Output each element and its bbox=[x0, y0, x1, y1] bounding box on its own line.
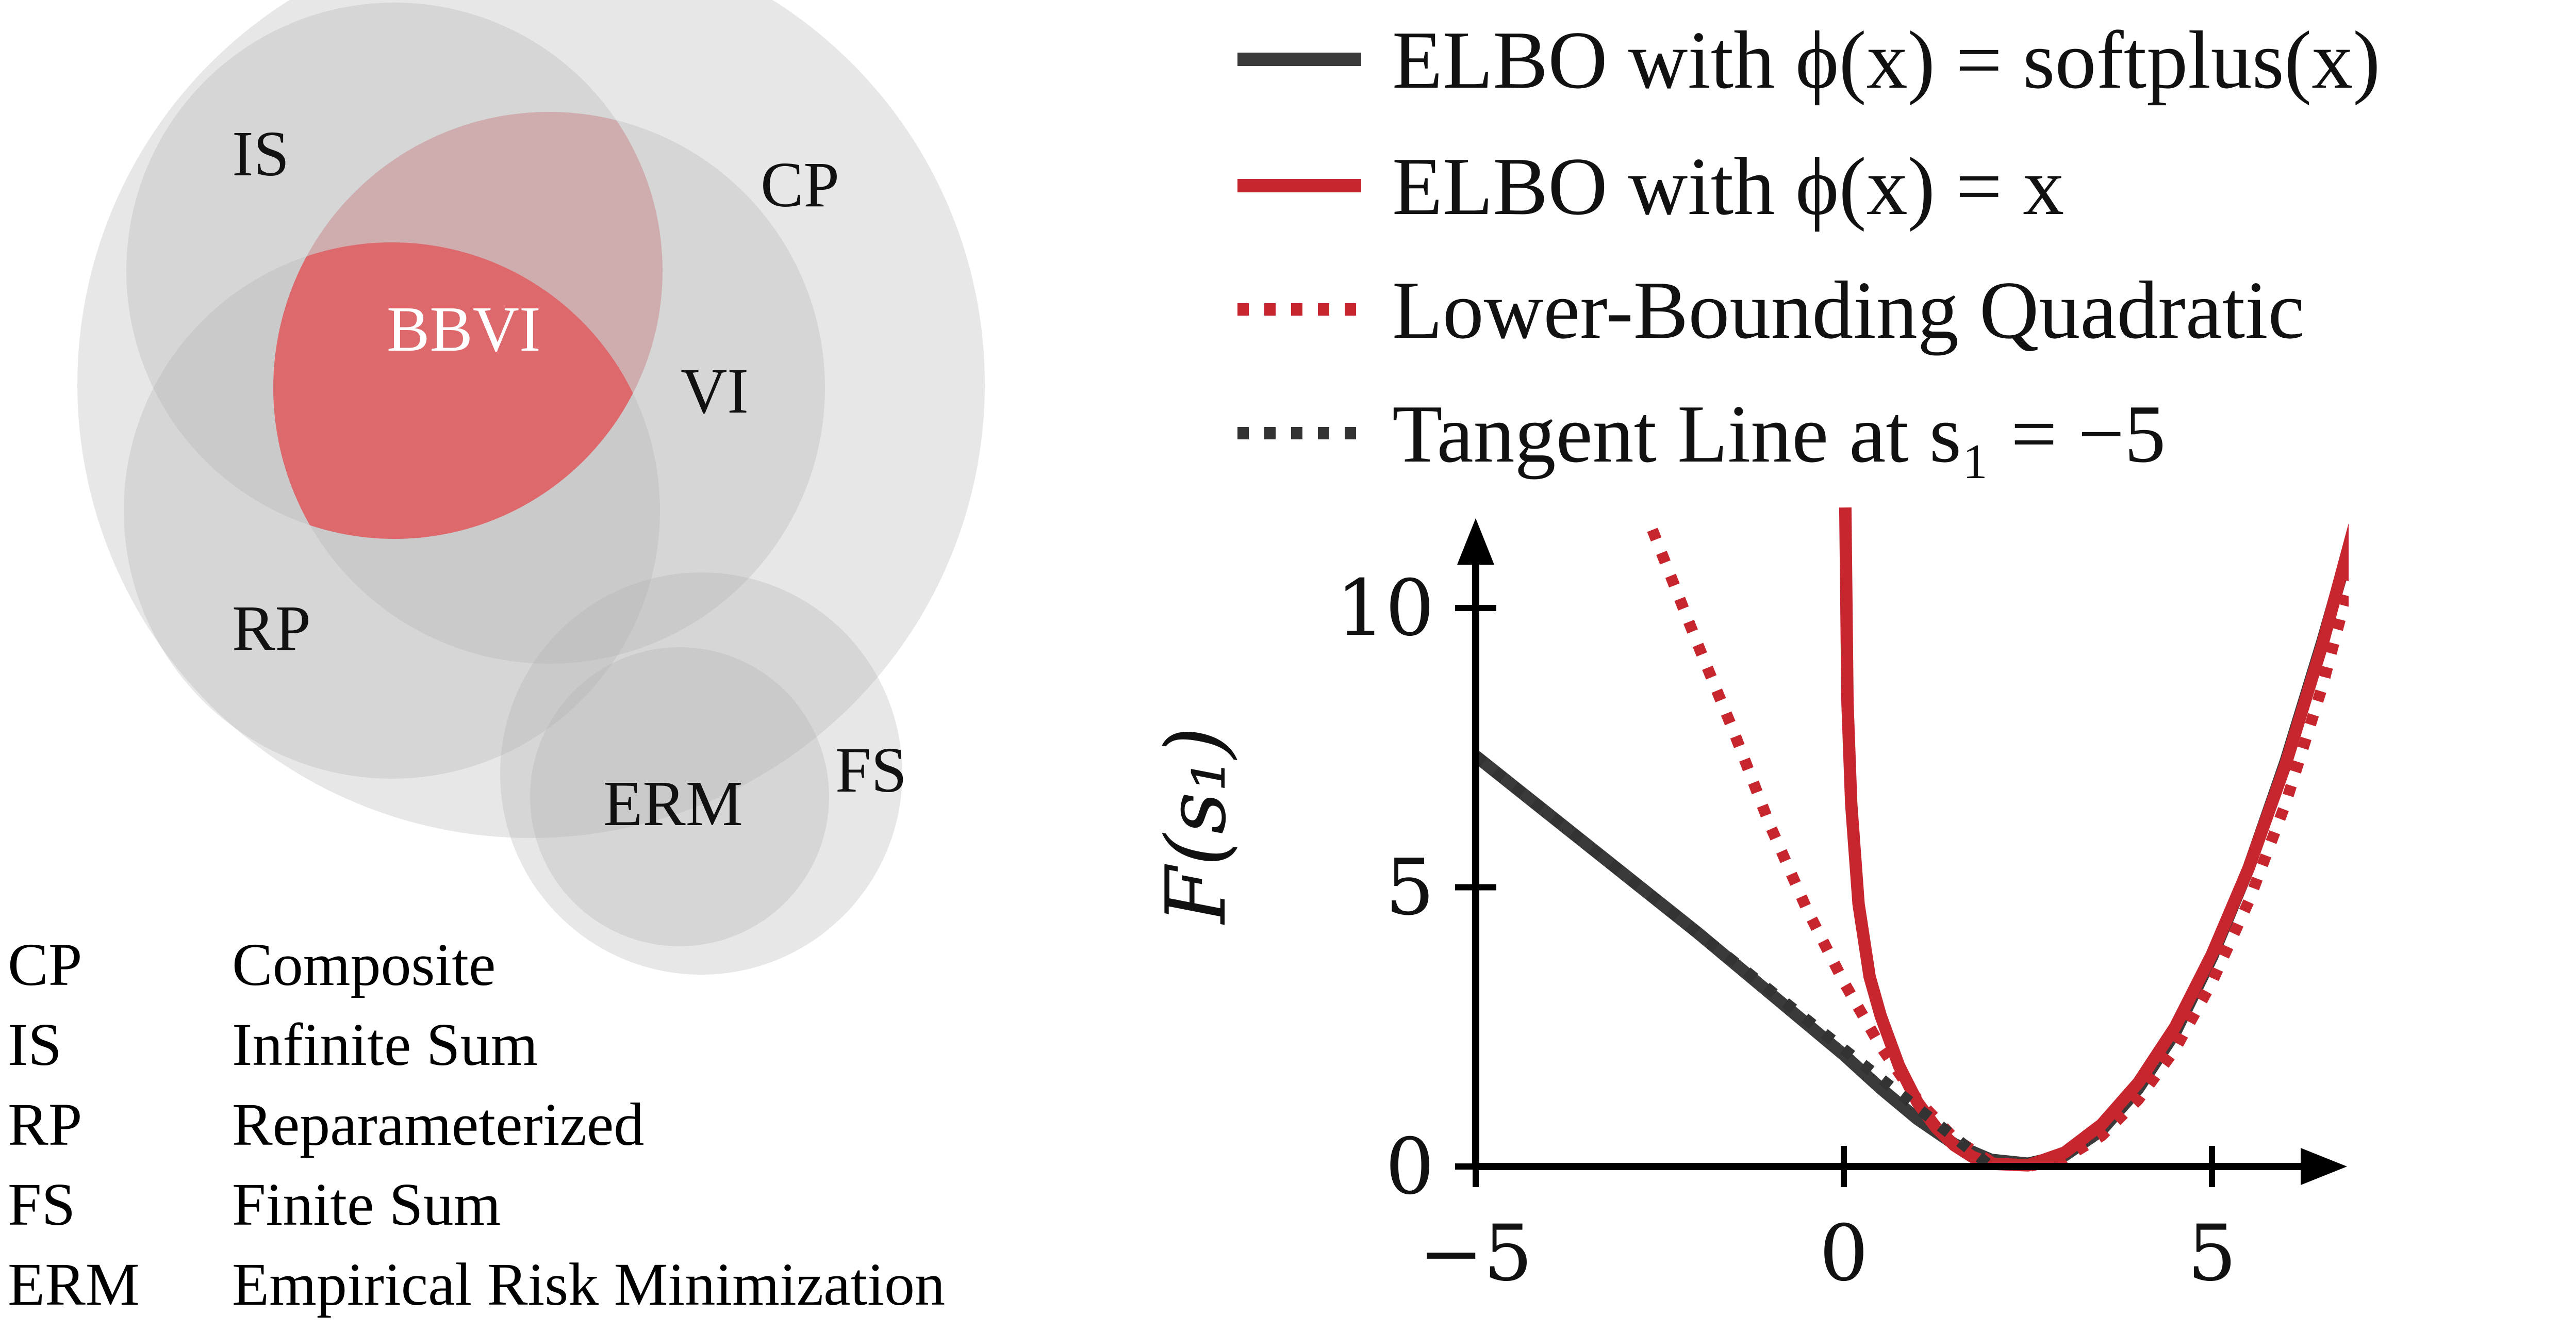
series-line-3 bbox=[1472, 751, 1995, 1171]
glossary-full: Reparameterized bbox=[232, 1091, 644, 1158]
venn-label-rp: RP bbox=[232, 593, 311, 664]
y-tick-label: 10 bbox=[1336, 564, 1434, 653]
venn-label-cp: CP bbox=[761, 150, 839, 221]
y-axis-arrow-icon bbox=[1457, 518, 1494, 565]
glossary-full: Composite bbox=[232, 931, 496, 998]
glossary-full: Finite Sum bbox=[232, 1171, 501, 1238]
glossary-full: Empirical Risk Minimization bbox=[232, 1251, 945, 1318]
venn-diagram: IS CP BBVI VI RP FS ERM bbox=[77, 0, 985, 975]
venn-circle-erm bbox=[530, 647, 829, 946]
x-tick-label: 0 bbox=[1819, 1209, 1868, 1299]
x-tick-label: −5 bbox=[1418, 1209, 1532, 1299]
venn-circle-fs bbox=[500, 572, 902, 975]
glossary-full: Infinite Sum bbox=[232, 1011, 538, 1078]
series-line-1 bbox=[1839, 507, 2349, 1172]
y-tick-label: 5 bbox=[1385, 843, 1434, 933]
series-layer bbox=[1472, 507, 2349, 1172]
x-axis-arrow-icon bbox=[2301, 1148, 2347, 1185]
legend-label-1: ELBO with ϕ(x) = x bbox=[1392, 140, 2064, 232]
venn-label-fs: FS bbox=[835, 735, 907, 806]
legend-label-0: ELBO with ϕ(x) = softplus(x) bbox=[1392, 14, 2380, 106]
glossary-abbr: ERM bbox=[8, 1251, 140, 1318]
glossary: CP Composite IS Infinite Sum RP Reparame… bbox=[8, 931, 945, 1318]
venn-label-vi: VI bbox=[681, 356, 749, 427]
venn-label-is: IS bbox=[232, 119, 289, 190]
venn-label-bbvi: BBVI bbox=[387, 294, 541, 365]
glossary-abbr: RP bbox=[8, 1091, 82, 1158]
glossary-abbr: FS bbox=[8, 1171, 75, 1238]
glossary-abbr: CP bbox=[8, 931, 82, 998]
y-axis-label: F(s₁) bbox=[1148, 727, 1244, 925]
legend-label-2: Lower-Bounding Quadratic bbox=[1392, 264, 2305, 356]
x-tick-label: 5 bbox=[2187, 1209, 2236, 1299]
legend-label-3: Tangent Line at s₁ = −5 bbox=[1392, 388, 2166, 480]
chart-legend: ELBO with ϕ(x) = softplus(x) ELBO with ϕ(… bbox=[1237, 14, 2380, 480]
series-line-0 bbox=[1472, 528, 2349, 1170]
venn-label-erm: ERM bbox=[603, 768, 743, 840]
y-tick-label: 0 bbox=[1385, 1122, 1434, 1212]
glossary-abbr: IS bbox=[8, 1011, 62, 1078]
